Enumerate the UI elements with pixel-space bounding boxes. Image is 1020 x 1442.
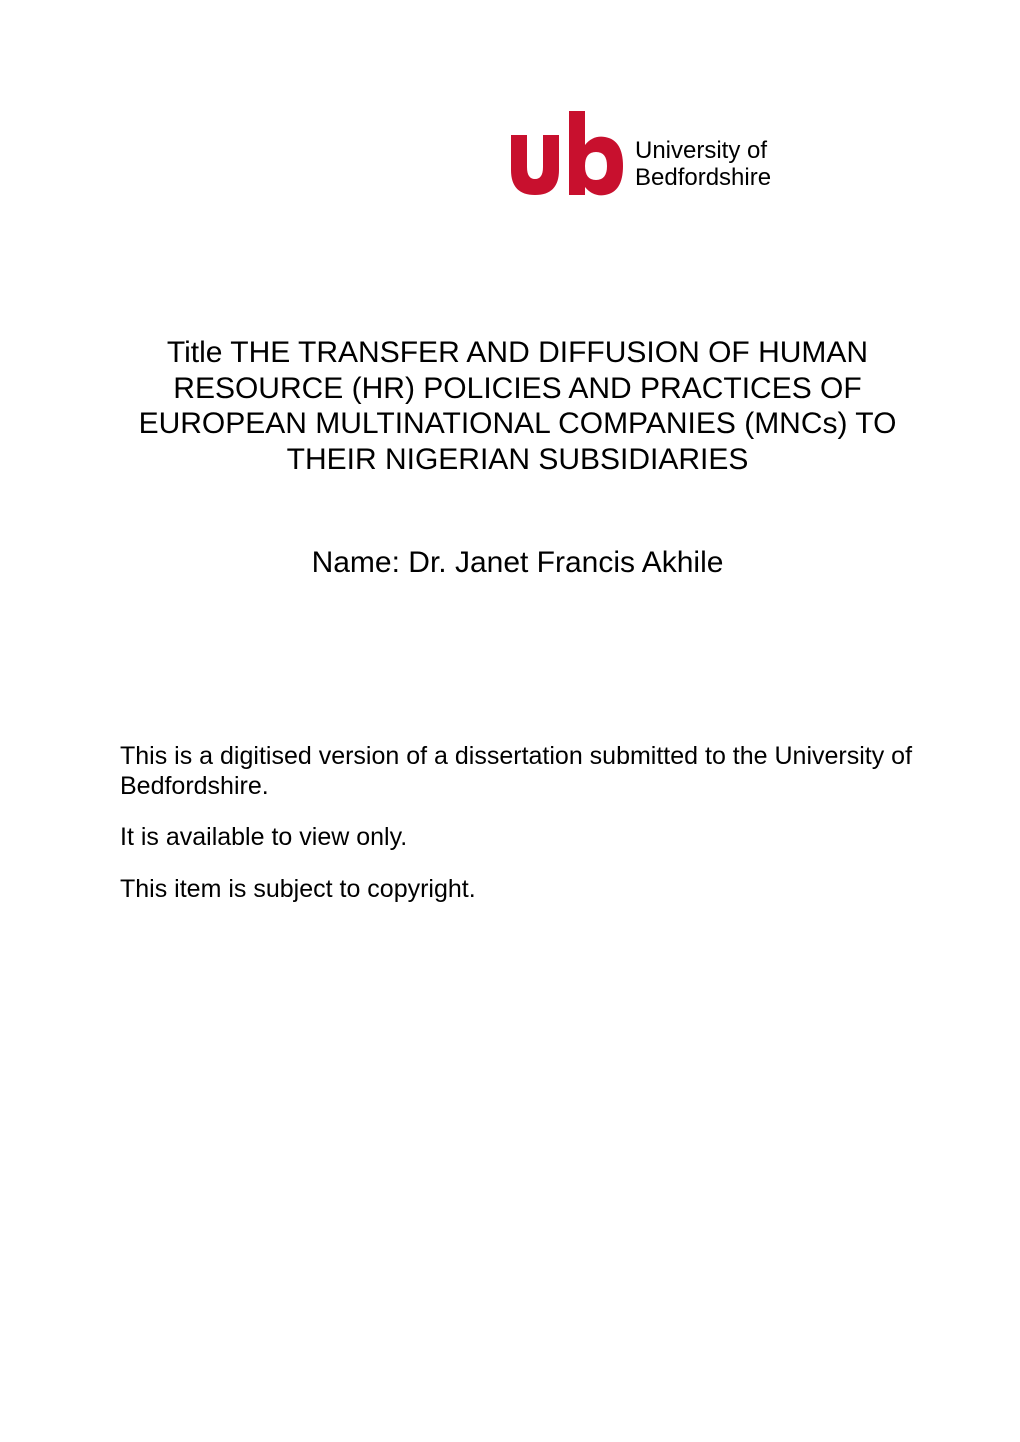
university-logo: University of Bedfordshire	[505, 105, 771, 205]
body-text: This is a digitised version of a dissert…	[120, 742, 915, 926]
author-line: Name: Dr. Janet Francis Akhile	[120, 546, 915, 580]
logo-text-line2: Bedfordshire	[635, 165, 771, 191]
author-name: Dr. Janet Francis Akhile	[408, 546, 723, 579]
logo-text: University of Bedfordshire	[635, 138, 771, 205]
author-label: Name:	[312, 546, 400, 579]
document-title: Title THE TRANSFER AND DIFFUSION OF HUMA…	[120, 335, 915, 478]
body-paragraph: This is a digitised version of a dissert…	[120, 742, 915, 801]
body-paragraph: It is available to view only.	[120, 823, 915, 853]
page: University of Bedfordshire Title THE TRA…	[0, 0, 1020, 1442]
body-paragraph: This item is subject to copyright.	[120, 875, 915, 905]
logo-text-line1: University of	[635, 138, 771, 164]
logo-mark-icon	[505, 105, 625, 205]
